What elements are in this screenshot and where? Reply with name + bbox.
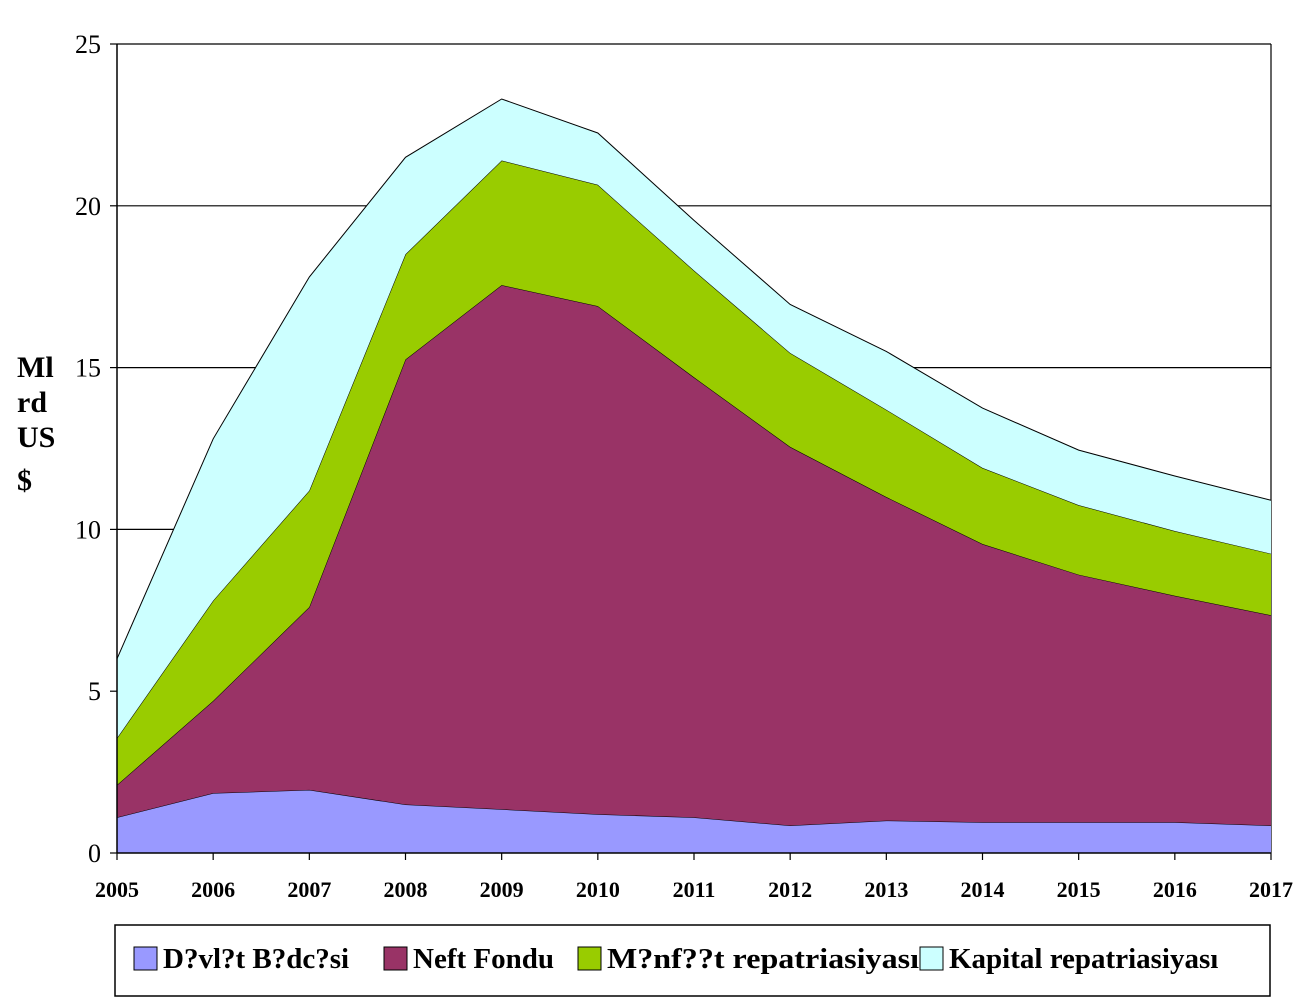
y-tick-label-0: 0 (88, 839, 101, 868)
y-tick-label-15: 15 (75, 354, 101, 383)
legend-label-kapital-repatriasiyasi: Kapital repatriasiyası (949, 943, 1218, 975)
area-series-0 (117, 789, 1271, 853)
x-tick-label-2011: 2011 (673, 877, 716, 902)
x-tick-label-2009: 2009 (480, 877, 524, 902)
area-series-3-edge (116, 98, 1272, 660)
x-tick-label-2010: 2010 (576, 877, 620, 902)
y-tick-label-5: 5 (88, 677, 101, 706)
legend-swatch-kapital-repatriasiyasi (919, 946, 944, 971)
area-series-2 (117, 160, 1271, 785)
legend-label-menfeet-repatriasiyasi: M?nf??t repatriasiyası (607, 943, 919, 975)
x-tick-label-2017: 2017 (1249, 877, 1293, 902)
legend-swatch-neft-fondu (383, 946, 408, 971)
y-tick-label-25: 25 (75, 30, 101, 59)
area-series-3 (117, 99, 1271, 739)
legend-swatch-dovlet-budcesi (133, 946, 158, 971)
x-tick-label-2007: 2007 (287, 877, 331, 902)
x-ticks: 2005 2006 2007 2008 2009 2010 2011 2012 2013 2014… (95, 853, 1293, 902)
x-tick-label-2006: 2006 (191, 877, 235, 902)
y-axis-label-line-3: US (17, 421, 55, 454)
x-tick-label-2012: 2012 (768, 877, 812, 902)
area-series-1 (117, 285, 1271, 826)
y-tick-label-10: 10 (75, 515, 101, 544)
x-tick-label-2015: 2015 (1057, 877, 1101, 902)
x-tick-label-2013: 2013 (864, 877, 908, 902)
y-axis-label-line-2: rd (17, 386, 47, 419)
legend-label-dovlet-budcesi: D?vl?t B?dc?si (163, 943, 349, 975)
y-ticks: 0 5 10 15 20 25 (75, 30, 117, 868)
y-axis-label-line-1: Ml (17, 351, 54, 384)
x-tick-label-2014: 2014 (961, 877, 1005, 902)
legend-label-neft-fondu: Neft Fondu (413, 943, 554, 975)
x-tick-label-2016: 2016 (1153, 877, 1197, 902)
x-tick-label-2008: 2008 (384, 877, 428, 902)
legend-box (114, 924, 1271, 997)
y-tick-label-20: 20 (75, 192, 101, 221)
area-series (116, 98, 1272, 853)
y-axis-label: Ml rd US $ (17, 351, 55, 497)
legend: D?vl?t B?dc?si Neft Fondu M?nf??t repatr… (114, 924, 1271, 997)
y-axis-label-line-4: $ (17, 464, 32, 497)
x-tick-label-2005: 2005 (95, 877, 139, 902)
legend-swatch-menfeet-repatriasiyasi (577, 946, 602, 971)
